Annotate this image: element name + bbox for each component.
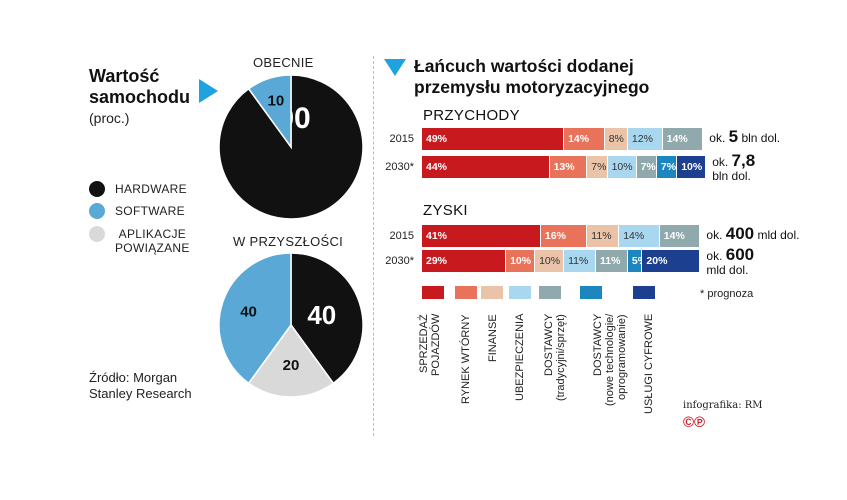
pie-now-label: OBECNIE bbox=[253, 55, 314, 70]
legend-category-label: UBEZPIECZENIA bbox=[514, 314, 526, 402]
bar-segment: 49% bbox=[422, 128, 564, 150]
legend-dot-0 bbox=[89, 181, 105, 197]
bar-segment: 10% bbox=[506, 250, 535, 272]
legend-label-1: SOFTWARE bbox=[115, 204, 185, 218]
legend-label-2: APLIKACJE POWIĄZANE bbox=[115, 227, 190, 255]
credit: infografika: RM bbox=[683, 400, 763, 411]
legend-category-label: DOSTAWCY (tradycyjni/sprzęt) bbox=[543, 314, 567, 401]
profit-section-label: ZYSKI bbox=[423, 202, 468, 219]
legend-swatch-1 bbox=[455, 286, 477, 299]
pie-value-label: 40 bbox=[240, 303, 257, 320]
bar-segment: 14% bbox=[662, 128, 703, 150]
legend-label-0: HARDWARE bbox=[115, 182, 187, 196]
car-value-title-line1: Wartość bbox=[89, 66, 160, 86]
stacked-bar-zyski-2015: 41% 16% 11% 14% 14% bbox=[422, 225, 700, 247]
legend-dot-1 bbox=[89, 203, 105, 219]
legend-swatch-0 bbox=[422, 286, 444, 299]
value-chain-title-line1: Łańcuch wartości dodanej bbox=[414, 56, 634, 76]
bar-total: ok. 7,8 bln dol. bbox=[712, 151, 756, 183]
pie-slice-aplikacje-powiązane bbox=[247, 323, 335, 398]
car-value-title-line2: samochodu bbox=[89, 87, 191, 107]
legend-category-label: SPRZEDAŻ POJAZDÓW bbox=[418, 314, 442, 377]
pie-future-label: W PRZYSZŁOŚCI bbox=[233, 234, 344, 249]
pie-slice-software bbox=[218, 252, 292, 385]
bar-segment: 10% bbox=[677, 156, 706, 178]
bar-segment: 14% bbox=[564, 128, 604, 150]
bar-segment: 13% bbox=[549, 156, 587, 178]
bar-segment: 44% bbox=[422, 156, 549, 178]
pie-value-label: 40 bbox=[307, 300, 336, 330]
car-value-title: Wartość samochodu bbox=[89, 66, 190, 108]
bar-total: ok. 5 bln dol. bbox=[709, 127, 781, 146]
legend-swatch-4 bbox=[539, 286, 561, 299]
legend-swatch-5 bbox=[580, 286, 602, 299]
year-label: 2015 bbox=[389, 133, 414, 145]
source-note: Źródło: Morgan Stanley Research bbox=[89, 370, 192, 401]
bar-segment: 10% bbox=[535, 250, 564, 272]
year-label: 2030* bbox=[385, 161, 414, 173]
bar-segment: 11% bbox=[564, 250, 595, 272]
triangle-down-icon bbox=[384, 59, 406, 76]
stacked-bar-zyski-2030: 29%10%10%11%11%5%20% bbox=[422, 250, 700, 272]
bar-segment: 41% bbox=[422, 225, 540, 247]
value-chain-title: Łańcuch wartości dodanej przemysłu motor… bbox=[414, 56, 649, 98]
bar-total: ok. 400 mld dol. bbox=[706, 224, 800, 243]
bar-segment: 8% bbox=[604, 128, 627, 150]
bar-segment: 29% bbox=[422, 250, 506, 272]
legend-dot-2 bbox=[89, 226, 105, 242]
legend-category-label: RYNEK WTÓRNY bbox=[460, 314, 472, 404]
pie-slice-software bbox=[247, 74, 292, 150]
pie-value-label: 10 bbox=[268, 93, 285, 110]
revenue-section-label: PRZYCHODY bbox=[423, 107, 520, 124]
value-chain-title-line2: przemysłu motoryzacyjnego bbox=[414, 77, 650, 97]
legend-swatch-6 bbox=[633, 286, 655, 299]
bar-segment: 16% bbox=[540, 225, 587, 247]
forecast-note: * prognoza bbox=[700, 288, 754, 300]
triangle-right-icon bbox=[199, 79, 218, 103]
legend-category-label: DOSTAWCY (nowe technologie/ oprogramowan… bbox=[592, 314, 628, 407]
pie-value-label: 20 bbox=[283, 357, 300, 374]
stacked-bar-przychody-2030: 44% 13% 7% 10% 7% 7% 10% bbox=[422, 156, 706, 178]
bar-segment: 5% bbox=[627, 250, 642, 272]
car-value-unit: (proc.) bbox=[89, 110, 130, 126]
bar-segment: 12% bbox=[627, 128, 662, 150]
bar-total: ok. 600 mld dol. bbox=[706, 245, 755, 277]
bar-segment: 7% bbox=[587, 156, 607, 178]
legend-category-label: FINANSE bbox=[487, 314, 499, 362]
bar-segment: 7% bbox=[636, 156, 656, 178]
stacked-bar-przychody-2015: 49% 14% 8% 12% 14% bbox=[422, 128, 703, 150]
pie-chart-future: 40 20 40 bbox=[218, 252, 364, 398]
year-label: 2030* bbox=[385, 255, 414, 267]
bar-segment: 10% bbox=[607, 156, 636, 178]
bar-segment: 11% bbox=[587, 225, 619, 247]
pie-slice-hardware bbox=[290, 252, 364, 385]
bar-segment: 11% bbox=[596, 250, 627, 272]
bar-segment: 14% bbox=[659, 225, 700, 247]
legend-swatch-2 bbox=[481, 286, 503, 299]
bar-segment: 14% bbox=[619, 225, 659, 247]
year-label: 2015 bbox=[389, 230, 414, 242]
divider bbox=[373, 56, 374, 436]
bar-segment: 20% bbox=[642, 250, 700, 272]
legend-category-label: USŁUGI CYFROWE bbox=[643, 314, 655, 415]
legend-swatch-3 bbox=[509, 286, 531, 299]
copyright-mark: ©℗ bbox=[683, 414, 706, 431]
bar-segment: 7% bbox=[656, 156, 677, 178]
